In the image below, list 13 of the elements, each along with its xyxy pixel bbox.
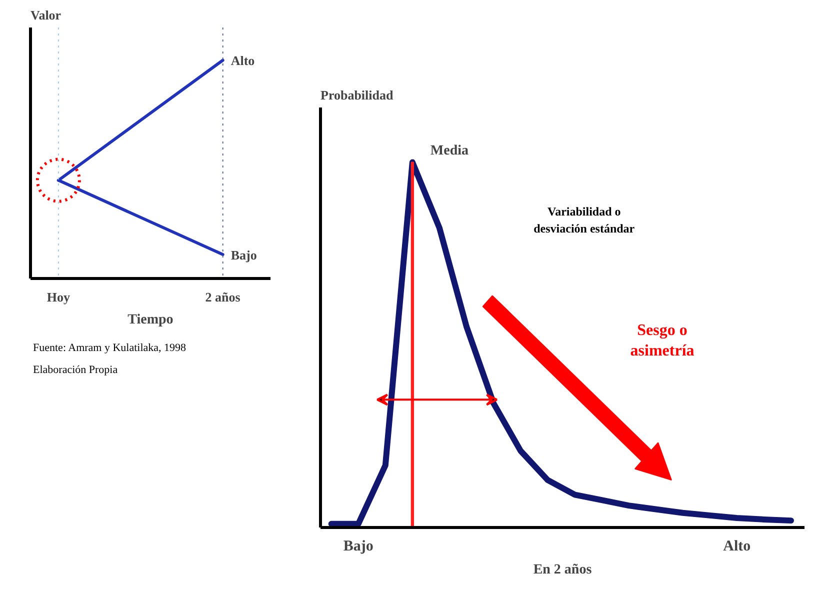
x-tick-label: Hoy <box>46 290 70 304</box>
y-axis-title: Probabilidad <box>320 88 394 102</box>
x-tick-label: 2 años <box>205 290 240 304</box>
y-axis-title: Valor <box>30 8 62 22</box>
annotation: Variabilidad o desviación estándar <box>534 204 636 236</box>
series-label: Bajo <box>230 247 257 262</box>
series-label: Alto <box>230 53 255 68</box>
series-label: Media <box>430 143 469 158</box>
x-axis-title: En 2 años <box>533 562 592 578</box>
x-axis-title: Tiempo <box>128 312 174 328</box>
annotation: Sesgo o asimetría <box>630 322 694 360</box>
text: Elaboración Propia <box>33 362 119 378</box>
source-note: Fuente: Amram y Kulatilaka, 1998 <box>33 341 186 356</box>
